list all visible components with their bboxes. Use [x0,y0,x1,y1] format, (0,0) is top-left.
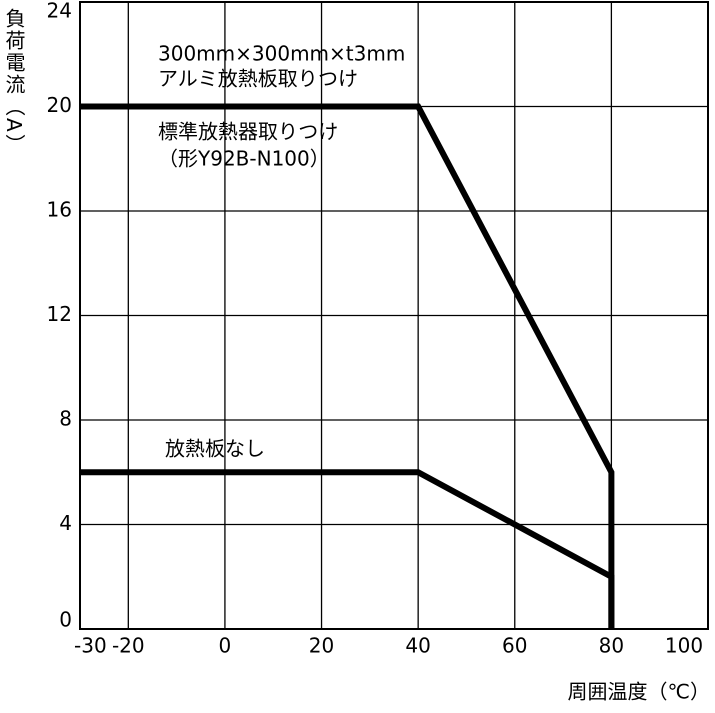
y-axis-title: 負荷電流（A） [2,8,26,156]
annotation: （形Y92B-N100） [158,147,330,171]
x-axis-title: 周囲温度（℃） [568,680,710,704]
data-line [80,469,615,629]
y-tick-label: 0 [59,608,72,632]
y-tick-label: 20 [47,93,72,117]
x-tick-label: 80 [599,634,624,658]
x-tick-label: 100 [665,634,703,658]
y-tick-label: 4 [59,511,72,535]
annotation: 放熱板なし [165,437,265,461]
y-tick-label: 8 [59,407,72,431]
annotation: 300mm×300mm×t3mm [158,42,405,66]
x-tick-label: 0 [219,634,232,658]
x-tick-label: 60 [502,634,527,658]
y-tick-label: 12 [47,302,72,326]
y-tick-label: 24 [47,0,72,23]
x-tick-label: 20 [309,634,334,658]
annotation: 標準放熱器取りつけ [158,120,338,144]
x-tick-label: -20 [112,634,145,658]
x-tick-label: 40 [405,634,430,658]
data-line [80,103,615,629]
plot-frame [79,1,709,630]
x-tick-label: -30 [74,634,107,658]
annotation: アルミ放熱板取りつけ [158,67,358,91]
y-tick-label: 16 [47,198,72,222]
